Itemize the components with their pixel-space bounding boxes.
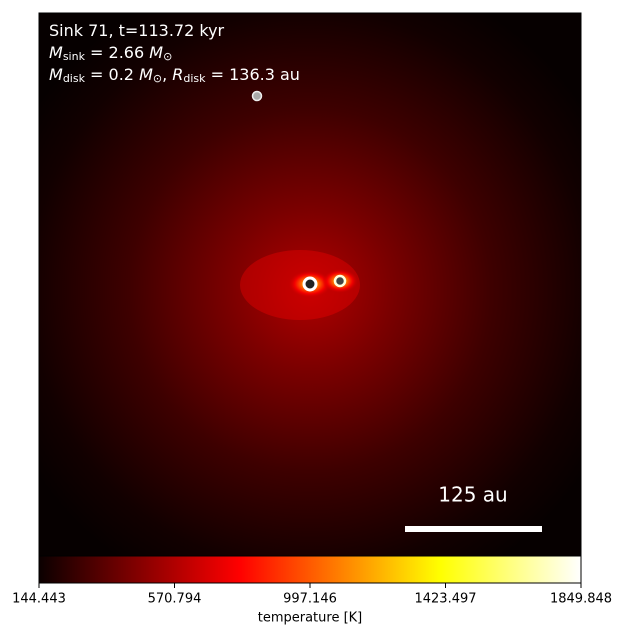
annotation-text: = 2.66	[85, 43, 149, 62]
annotation-text: M	[49, 65, 63, 84]
annotation-line: Mdisk = 0.2 M⊙, Rdisk = 136.3 au	[49, 65, 300, 86]
annotation-text: ,	[162, 65, 172, 84]
annotation-text: disk	[183, 72, 206, 85]
annotation-text: ⊙	[153, 72, 162, 85]
tick-label: 997.146	[283, 592, 337, 607]
annotation-line: Msink = 2.66 M⊙	[49, 43, 172, 64]
annotation-text: ⊙	[163, 50, 172, 63]
annotation-text: = 0.2	[85, 65, 139, 84]
colorbar	[38, 555, 582, 584]
annotation-text: Sink 71, t=113.72 kyr	[49, 21, 225, 40]
annotation-text: M	[139, 65, 153, 84]
annotation-text: disk	[63, 72, 86, 85]
colorbar-label: temperature [K]	[258, 611, 363, 626]
colorbar-axis: 144.443 570.794 997.146 1423.497 1849.848	[12, 583, 612, 607]
annotation-text: = 136.3 au	[206, 65, 300, 84]
sink-particle	[302, 276, 318, 292]
annotation-text: R	[172, 65, 183, 84]
annotation-text: M	[149, 43, 163, 62]
tick-label: 144.443	[12, 592, 66, 607]
tick-label: 570.794	[148, 592, 202, 607]
sink-particle	[333, 274, 347, 288]
annotation-text: sink	[63, 50, 86, 63]
annotation-line: Sink 71, t=113.72 kyr	[49, 21, 225, 40]
annotation-text: M	[49, 43, 63, 62]
sink-particle	[251, 90, 263, 102]
tick-label: 1849.848	[550, 592, 612, 607]
scale-bar-label: 125 au	[438, 483, 507, 507]
tick-label: 1423.497	[414, 592, 476, 607]
